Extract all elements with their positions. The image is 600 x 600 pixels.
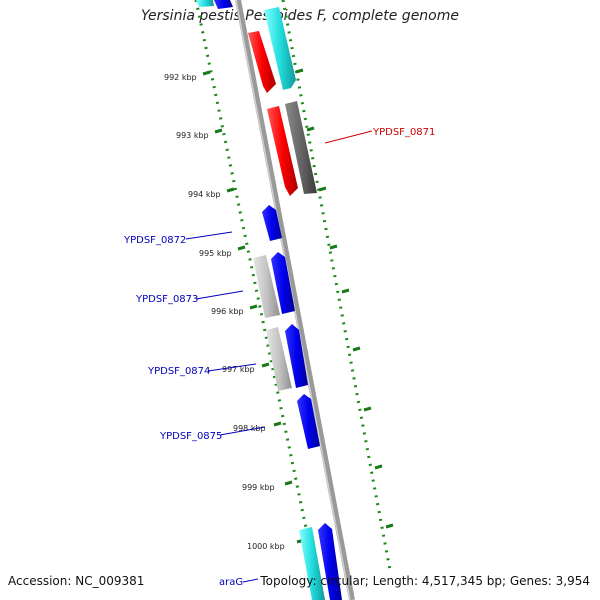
tick-label-998: 998 kbp	[233, 424, 266, 433]
tick-label-995: 995 kbp	[199, 249, 232, 258]
leader-arag	[242, 578, 259, 583]
tick-label-997: 997 kbp	[222, 365, 255, 374]
leader-ypdsf-0875	[219, 426, 266, 436]
gene-red-upper[interactable]	[248, 31, 276, 93]
gene-blue-ypdsf-0872[interactable]	[262, 205, 282, 241]
gene-cyan-top-partial[interactable]	[196, 0, 214, 7]
gene-blue-arag[interactable]	[318, 523, 342, 600]
gene-blue-top-partial[interactable]	[214, 0, 233, 9]
tick-label-993: 993 kbp	[176, 131, 209, 140]
right-tick-marks	[295, 68, 394, 529]
gene-gray-ypdsf-0873[interactable]	[253, 255, 280, 318]
genome-backbone	[235, 0, 355, 600]
gene-darkgray[interactable]	[285, 101, 317, 194]
accession-label: Accession: NC_009381	[8, 574, 145, 588]
tick-marks	[202, 70, 305, 544]
tick-label-994: 994 kbp	[188, 190, 221, 199]
leader-ypdsf-0874	[207, 363, 257, 372]
leader-ypdsf-0873	[195, 290, 244, 300]
gene-red-ypdsf-0871[interactable]	[267, 106, 298, 196]
outer-dotted-track-right	[281, 0, 392, 571]
gene-cyan-upper[interactable]	[264, 7, 296, 90]
gene-blue-ypdsf-0873[interactable]	[271, 252, 295, 314]
leader-ypdsf-0872	[185, 231, 233, 240]
gene-label-ypdsf-0874[interactable]: YPDSF_0874	[147, 366, 210, 377]
tick-label-996: 996 kbp	[211, 307, 244, 316]
gene-label-ypdsf-0875[interactable]: YPDSF_0875	[159, 431, 222, 442]
gene-label-ypdsf-0872[interactable]: YPDSF_0872	[123, 235, 186, 246]
tick-label-1000: 1000 kbp	[247, 542, 285, 551]
gene-blue-ypdsf-0875[interactable]	[297, 394, 320, 449]
outer-dotted-track-left	[194, 0, 323, 600]
topology-label: Topology: circular; Length: 4,517,345 bp…	[260, 574, 590, 588]
gene-label-ypdsf-0873[interactable]: YPDSF_0873	[135, 294, 198, 305]
gene-cyan-lower[interactable]	[299, 527, 325, 600]
gene-label-ypdsf-0871[interactable]: YPDSF_0871	[372, 127, 435, 138]
leader-ypdsf-0871	[324, 130, 373, 144]
genome-backbone-highlight	[235, 0, 351, 600]
genome-title: Yersinia pestis Pestoides F, complete ge…	[141, 8, 459, 24]
tick-label-992: 992 kbp	[164, 73, 197, 82]
gene-label-arag[interactable]: araG	[219, 577, 243, 588]
gene-gray-ypdsf-0874[interactable]	[266, 327, 292, 391]
gene-blue-ypdsf-0874[interactable]	[285, 324, 308, 388]
tick-label-999: 999 kbp	[242, 483, 275, 492]
